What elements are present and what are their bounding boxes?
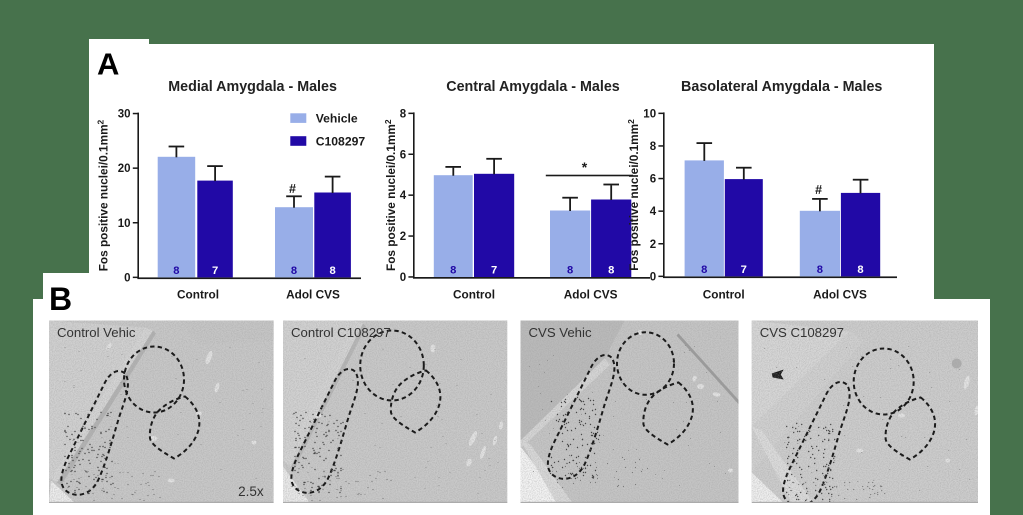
svg-text:#: #: [815, 183, 822, 197]
svg-text:8: 8: [650, 141, 657, 153]
svg-text:Control: Control: [703, 288, 745, 302]
svg-text:B: B: [49, 281, 72, 317]
svg-text:Vehicle: Vehicle: [316, 112, 358, 126]
svg-text:20: 20: [118, 163, 131, 175]
svg-text:4: 4: [400, 190, 407, 202]
svg-text:7: 7: [741, 264, 747, 276]
svg-text:0: 0: [650, 271, 656, 283]
svg-text:6: 6: [400, 149, 406, 161]
svg-text:Fos positive nuclei/0.1mm2: Fos positive nuclei/0.1mm2: [96, 119, 111, 271]
svg-text:4: 4: [650, 206, 657, 218]
svg-text:*: *: [582, 159, 588, 175]
svg-text:7: 7: [491, 265, 497, 277]
svg-text:0: 0: [124, 272, 130, 284]
svg-text:Medial Amygdala - Males: Medial Amygdala - Males: [168, 79, 337, 95]
svg-text:Control: Control: [453, 288, 495, 302]
svg-text:6: 6: [650, 174, 656, 186]
svg-text:Control Vehic: Control Vehic: [57, 325, 136, 340]
svg-text:10: 10: [643, 108, 656, 120]
svg-text:8: 8: [857, 264, 863, 276]
svg-text:8: 8: [608, 265, 614, 277]
svg-text:8: 8: [701, 264, 707, 276]
svg-text:8: 8: [291, 265, 297, 277]
svg-text:CVS C108297: CVS C108297: [760, 325, 844, 340]
svg-text:CVS Vehic: CVS Vehic: [529, 325, 592, 340]
svg-text:8: 8: [400, 108, 407, 120]
svg-text:C108297: C108297: [316, 135, 366, 149]
svg-text:8: 8: [817, 264, 823, 276]
svg-text:Basolateral Amygdala - Males: Basolateral Amygdala - Males: [681, 79, 882, 95]
svg-text:7: 7: [212, 265, 218, 277]
svg-text:0: 0: [400, 272, 406, 284]
svg-text:Adol CVS: Adol CVS: [286, 288, 340, 302]
svg-text:Control: Control: [177, 288, 219, 302]
svg-text:Control C108297: Control C108297: [291, 325, 391, 340]
svg-text:Adol CVS: Adol CVS: [564, 288, 618, 302]
svg-text:2: 2: [400, 231, 406, 243]
svg-text:Fos positive nuclei/0.1mm2: Fos positive nuclei/0.1mm2: [626, 119, 641, 271]
svg-text:Adol CVS: Adol CVS: [813, 288, 867, 302]
svg-text:2.5x: 2.5x: [238, 484, 264, 499]
svg-text:#: #: [289, 182, 296, 196]
svg-text:8: 8: [450, 265, 456, 277]
svg-text:10: 10: [118, 218, 131, 230]
svg-text:8: 8: [567, 265, 573, 277]
svg-text:A: A: [97, 47, 119, 82]
svg-text:Fos positive nuclei/0.1mm2: Fos positive nuclei/0.1mm2: [383, 119, 398, 271]
svg-text:8: 8: [173, 265, 179, 277]
svg-text:Central Amygdala - Males: Central Amygdala - Males: [446, 79, 620, 95]
svg-text:30: 30: [118, 109, 131, 121]
svg-text:2: 2: [650, 239, 656, 251]
svg-text:8: 8: [329, 265, 335, 277]
